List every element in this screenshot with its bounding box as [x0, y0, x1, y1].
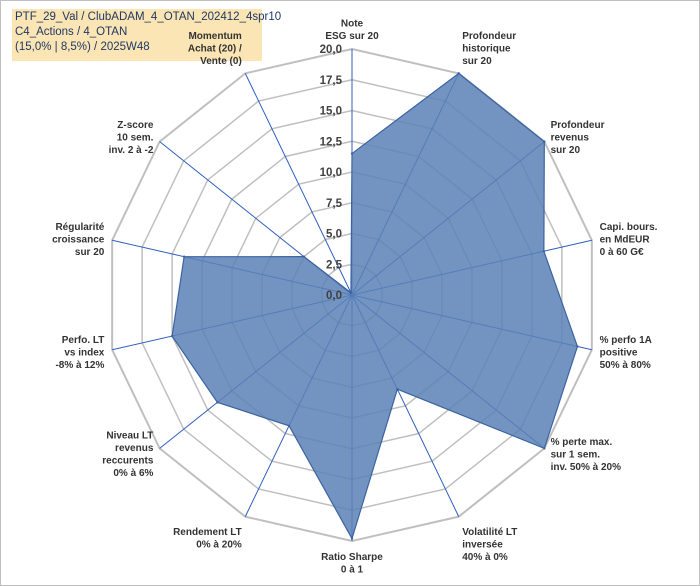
series-point: [350, 152, 354, 155]
tick-label: 17,5: [320, 75, 343, 87]
series-point: [543, 447, 546, 450]
axis-label: Rendement LT 0% à 20%: [173, 527, 242, 551]
series-point: [543, 140, 546, 143]
axis-label: Niveau LT revenus reccurents 0% à 6%: [102, 431, 154, 480]
radar-series: [170, 72, 579, 541]
series-point: [302, 255, 306, 258]
title-line-3: (15,0% | 8,5%) / 2025W48: [15, 41, 150, 53]
tick-label: 20,0: [320, 44, 342, 56]
series-point: [396, 387, 399, 391]
series-point: [457, 72, 460, 75]
series-point: [542, 250, 546, 253]
axis-label: Momentum Achat (20) / Vente (0): [188, 31, 242, 67]
axis-label: Profondeur revenus sur 20: [551, 120, 605, 156]
axis-label: Ratio Sharpe 0 à 1: [321, 552, 383, 576]
tick-label: 5,0: [326, 229, 342, 241]
tick-label: 15,0: [320, 106, 342, 118]
axis-label: Profondeur historique sur 20: [462, 31, 516, 67]
series-point: [287, 424, 291, 427]
title-line-2: C4_Actions / 4_OTAN: [15, 26, 128, 38]
tick-label: 0,0: [326, 290, 342, 302]
axis-label: Capi. bours. en MdEUR 0 à 60 G€: [600, 222, 658, 258]
series-point: [216, 401, 219, 404]
axis-label: Régularité croissance sur 20: [52, 222, 105, 258]
tick-label: 12,5: [320, 136, 343, 148]
axis-label: % perte max. sur 1 sem. inv. 50% à 20%: [551, 437, 622, 473]
radar-spoke: [244, 73, 353, 296]
series-point: [576, 345, 579, 348]
series-point: [170, 334, 174, 338]
series-point: [349, 291, 353, 294]
axis-label: Z-score 10 sem. inv. 2 à -2: [109, 120, 154, 156]
tick-label: 7,5: [326, 198, 343, 210]
radar-axis-labels: Note ESG sur 20 Profondeur historique sur 20…: [52, 19, 658, 576]
axis-label: % perfo 1A positive 50% à 80%: [600, 335, 652, 371]
tick-label: 2,5: [326, 259, 343, 271]
chart-title-box: PTF_29_Val / ClubADAM_4_OTAN_202412_4spr…: [12, 9, 282, 61]
axis-label: Volatilité LT inversée 40% à 0%: [462, 527, 517, 563]
series-point: [182, 255, 186, 258]
axis-label: Perfo. LT vs index -8% à 12%: [55, 335, 104, 371]
axis-label: Note ESG sur 20: [325, 19, 379, 43]
series-point: [350, 537, 354, 540]
tick-label: 10,0: [320, 167, 342, 179]
title-line-1: PTF_29_Val / ClubADAM_4_OTAN_202412_4spr…: [15, 11, 282, 23]
radar-tick-labels: 0,0 2,5 5,0 7,5 10,0 12,5 15,0 17,5 20,0: [320, 44, 343, 302]
